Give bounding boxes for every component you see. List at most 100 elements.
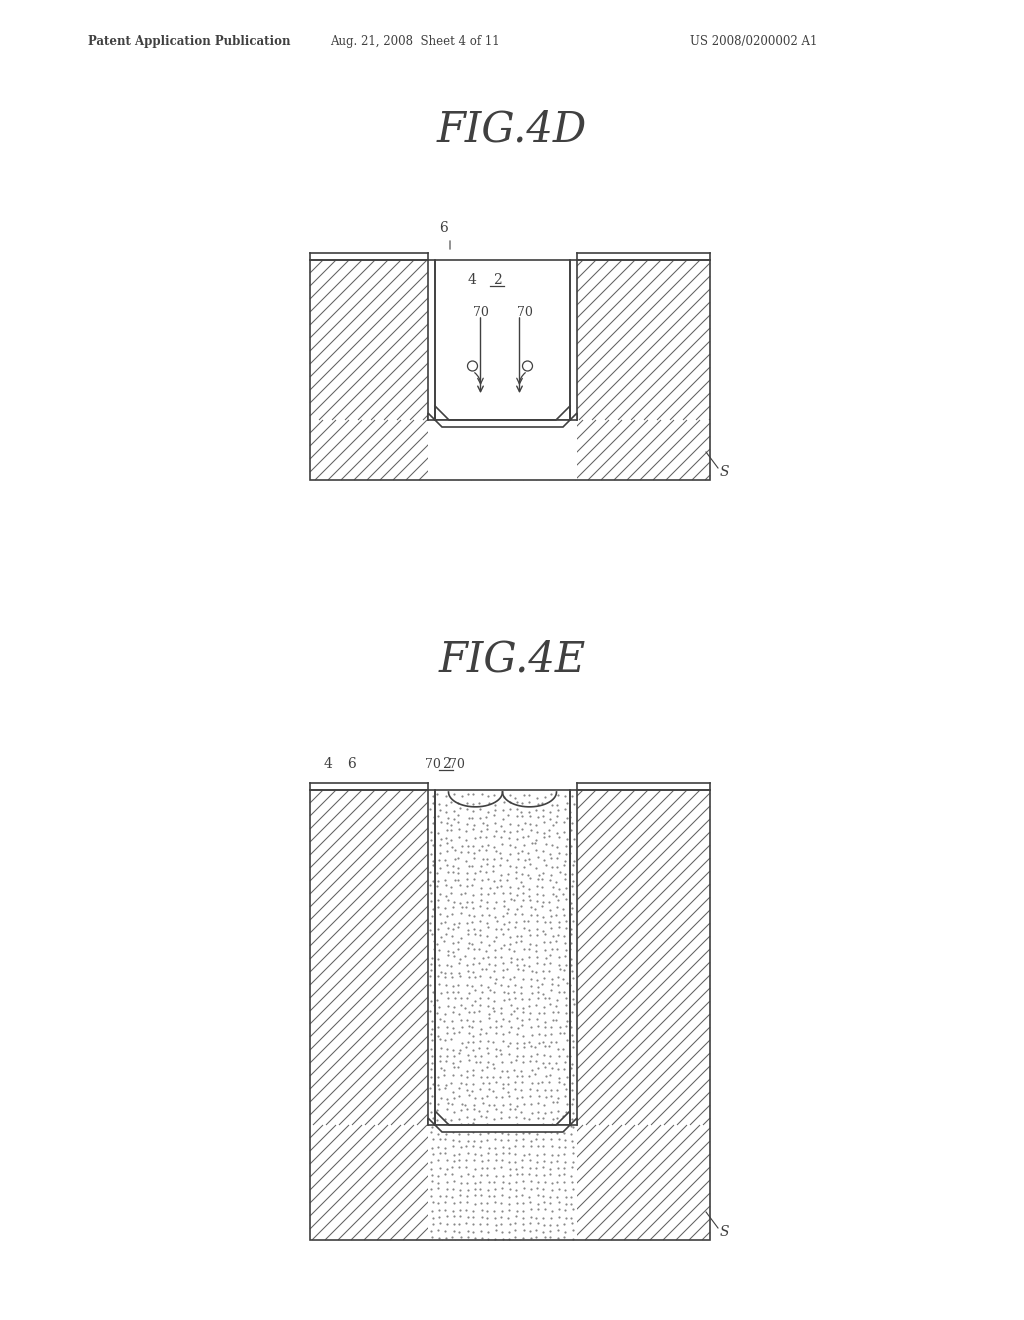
Point bbox=[563, 1115, 580, 1137]
Point bbox=[423, 821, 439, 842]
Point bbox=[542, 931, 558, 952]
Point bbox=[461, 904, 477, 925]
Point bbox=[499, 1060, 515, 1081]
Point bbox=[443, 925, 460, 946]
Point bbox=[493, 854, 509, 875]
Point bbox=[548, 931, 564, 952]
Point bbox=[451, 1221, 467, 1242]
Point bbox=[423, 1059, 439, 1080]
Point bbox=[529, 1135, 546, 1156]
Point bbox=[506, 940, 522, 961]
Point bbox=[423, 1151, 439, 1172]
Point bbox=[501, 1185, 517, 1206]
Point bbox=[480, 834, 497, 855]
Point bbox=[538, 855, 554, 876]
Point bbox=[445, 1179, 462, 1200]
Point bbox=[485, 961, 502, 982]
Point bbox=[537, 1199, 553, 1220]
Point bbox=[551, 1192, 567, 1213]
Point bbox=[479, 1085, 496, 1106]
Point bbox=[564, 1220, 581, 1241]
Point bbox=[451, 1003, 467, 1024]
Point bbox=[562, 954, 579, 975]
Point bbox=[514, 989, 530, 1010]
Point bbox=[422, 861, 438, 882]
Point bbox=[555, 904, 571, 925]
Point bbox=[486, 800, 503, 821]
Point bbox=[507, 1071, 523, 1092]
Text: 70: 70 bbox=[450, 758, 465, 771]
Point bbox=[467, 1143, 483, 1164]
Point bbox=[430, 1016, 446, 1038]
Point bbox=[459, 792, 475, 813]
Point bbox=[471, 1023, 487, 1044]
Point bbox=[522, 1036, 539, 1057]
Point bbox=[535, 805, 551, 826]
Point bbox=[451, 916, 467, 937]
Point bbox=[527, 1129, 544, 1150]
Point bbox=[521, 1085, 538, 1106]
Point bbox=[460, 1117, 476, 1138]
Point bbox=[509, 1096, 525, 1117]
Point bbox=[537, 953, 553, 974]
Point bbox=[479, 1043, 496, 1064]
Text: 70: 70 bbox=[472, 305, 488, 318]
Point bbox=[527, 833, 544, 854]
Point bbox=[503, 1098, 519, 1119]
Point bbox=[529, 1171, 546, 1192]
Point bbox=[454, 1094, 470, 1115]
Point bbox=[424, 1018, 440, 1039]
Point bbox=[480, 1150, 497, 1171]
Point bbox=[514, 1150, 530, 1171]
Point bbox=[545, 973, 561, 994]
Point bbox=[563, 812, 580, 833]
Point bbox=[543, 1085, 559, 1106]
Point bbox=[451, 953, 467, 974]
Point bbox=[438, 1045, 455, 1067]
Point bbox=[494, 875, 510, 896]
Point bbox=[439, 995, 456, 1016]
Point bbox=[450, 974, 466, 995]
Point bbox=[443, 1226, 460, 1247]
Point bbox=[438, 884, 455, 906]
Point bbox=[436, 1138, 453, 1159]
Point bbox=[543, 1159, 559, 1180]
Point bbox=[513, 925, 529, 946]
Point bbox=[551, 1114, 567, 1135]
Point bbox=[544, 1180, 560, 1201]
Point bbox=[550, 1039, 566, 1060]
Point bbox=[438, 1098, 455, 1119]
Point bbox=[474, 981, 490, 1002]
Point bbox=[549, 847, 565, 869]
Point bbox=[528, 1078, 545, 1100]
Point bbox=[423, 1102, 439, 1123]
Point bbox=[562, 1193, 579, 1214]
Point bbox=[451, 1150, 467, 1171]
Point bbox=[425, 871, 441, 892]
Point bbox=[515, 1213, 531, 1234]
Point bbox=[493, 1101, 509, 1122]
Point bbox=[537, 924, 553, 945]
Point bbox=[472, 994, 488, 1015]
Point bbox=[487, 813, 504, 834]
Point bbox=[492, 869, 508, 890]
Point bbox=[459, 1010, 475, 1031]
Point bbox=[543, 1129, 559, 1150]
Point bbox=[544, 1173, 560, 1195]
Point bbox=[520, 1031, 537, 1052]
Point bbox=[439, 841, 456, 862]
Point bbox=[523, 982, 540, 1003]
Point bbox=[438, 1228, 455, 1249]
Point bbox=[564, 1002, 581, 1023]
Point bbox=[443, 1028, 460, 1049]
Point bbox=[516, 911, 532, 932]
Point bbox=[478, 1164, 495, 1185]
Point bbox=[502, 1159, 518, 1180]
Point bbox=[437, 912, 454, 933]
Point bbox=[550, 911, 566, 932]
Point bbox=[529, 1193, 546, 1214]
Point bbox=[500, 1067, 516, 1088]
Point bbox=[516, 1107, 532, 1129]
Point bbox=[543, 1151, 559, 1172]
Point bbox=[488, 911, 505, 932]
